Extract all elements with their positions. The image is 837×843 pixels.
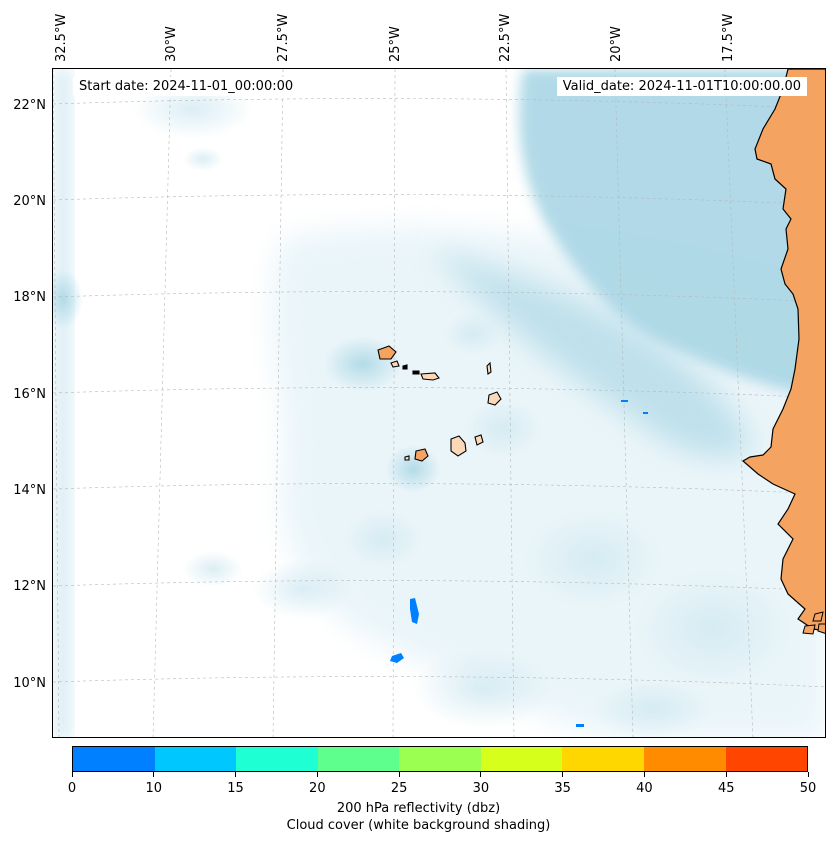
colorbar-segment xyxy=(725,747,808,771)
colorbar-segment xyxy=(399,747,481,771)
valid-date-label: Valid_date: 2024-11-01T10:00:00.00 xyxy=(556,77,807,96)
colorbar-tick-mark xyxy=(807,772,809,777)
latitude-label: 12°N xyxy=(13,579,46,594)
colorbar-segment xyxy=(317,747,400,771)
colorbar-tick-label: 10 xyxy=(145,781,163,796)
colorbar-segment xyxy=(154,747,237,771)
colorbar-tick-label: 45 xyxy=(717,781,735,796)
colorbar-tick-label: 50 xyxy=(799,781,817,796)
longitude-label: 25°W xyxy=(388,26,403,62)
colorbar-tick-mark xyxy=(562,772,564,777)
colorbar-tick-mark xyxy=(153,772,155,777)
colorbar-tick-mark xyxy=(480,772,482,777)
colorbar-segment xyxy=(73,747,155,771)
longitude-label: 20°W xyxy=(609,26,624,62)
latitude-label: 22°N xyxy=(13,98,46,113)
colorbar-label: 200 hPa reflectivity (dbz) xyxy=(336,801,501,816)
latitude-label: 10°N xyxy=(13,676,46,691)
colorbar-tick-label: 35 xyxy=(554,781,571,796)
colorbar-tick-label: 0 xyxy=(67,781,77,796)
colorbar-tick-mark xyxy=(398,772,400,777)
colorbar-tick-mark xyxy=(643,772,645,777)
graticule xyxy=(53,69,825,737)
latitude-label: 18°N xyxy=(13,290,46,305)
start-date-label: Start date: 2024-11-01_00:00:00 xyxy=(73,77,300,96)
latitude-label: 20°N xyxy=(13,194,46,209)
map-panel: Start date: 2024-11-01_00:00:00 Valid_da… xyxy=(52,68,826,738)
colorbar-tick-label: 30 xyxy=(472,781,490,796)
colorbar-tick-label: 25 xyxy=(390,781,408,796)
cloud-cover-shading xyxy=(53,69,825,737)
longitude-label: 17.5°W xyxy=(721,13,736,62)
colorbar-tick-mark xyxy=(725,772,727,777)
colorbar-segment xyxy=(236,747,318,771)
reflectivity-colorbar xyxy=(72,746,808,772)
map-canvas xyxy=(53,69,825,737)
colorbar-tick-label: 20 xyxy=(309,781,326,796)
cape-verde-islands xyxy=(377,345,502,462)
colorbar-segment xyxy=(562,747,644,771)
latitude-label: 14°N xyxy=(13,483,46,498)
colorbar-tick-mark xyxy=(316,772,318,777)
latitude-label: 16°N xyxy=(13,387,46,402)
longitude-label: 30°W xyxy=(164,26,179,62)
colorbar-tick-label: 15 xyxy=(227,781,244,796)
longitude-label: 32.5°W xyxy=(54,13,69,62)
colorbar-segment xyxy=(480,747,563,771)
reflectivity-echoes xyxy=(390,400,648,727)
colorbar-segment xyxy=(643,747,726,771)
west-africa-land xyxy=(741,69,825,635)
colorbar-tick-mark xyxy=(71,772,73,777)
colorbar-tick-label: 40 xyxy=(636,781,653,796)
longitude-label: 22.5°W xyxy=(498,13,513,62)
colorbar-sublabel: Cloud cover (white background shading) xyxy=(286,818,551,833)
longitude-label: 27.5°W xyxy=(276,13,291,62)
colorbar-tick-mark xyxy=(235,772,237,777)
